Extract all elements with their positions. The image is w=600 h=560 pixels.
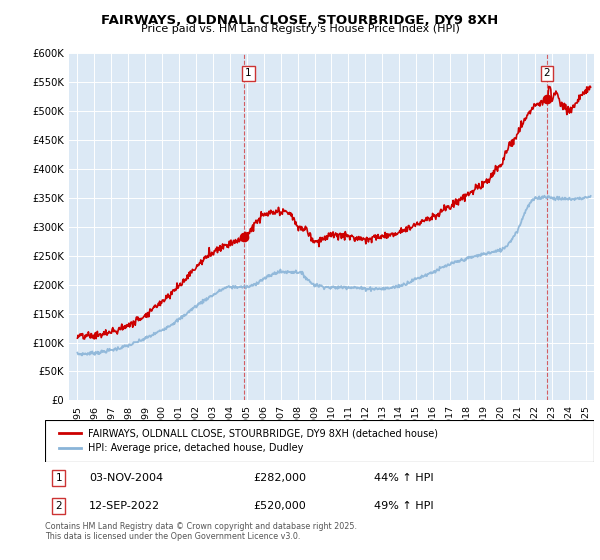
- Text: 03-NOV-2004: 03-NOV-2004: [89, 473, 163, 483]
- Text: 2: 2: [544, 68, 550, 78]
- Text: Price paid vs. HM Land Registry's House Price Index (HPI): Price paid vs. HM Land Registry's House …: [140, 24, 460, 34]
- Text: 1: 1: [245, 68, 252, 78]
- Text: FAIRWAYS, OLDNALL CLOSE, STOURBRIDGE, DY9 8XH: FAIRWAYS, OLDNALL CLOSE, STOURBRIDGE, DY…: [101, 14, 499, 27]
- Text: £282,000: £282,000: [254, 473, 307, 483]
- Text: 49% ↑ HPI: 49% ↑ HPI: [374, 501, 434, 511]
- Text: £520,000: £520,000: [254, 501, 307, 511]
- Text: Contains HM Land Registry data © Crown copyright and database right 2025.
This d: Contains HM Land Registry data © Crown c…: [45, 522, 357, 542]
- Text: 2: 2: [55, 501, 62, 511]
- Text: 1: 1: [55, 473, 62, 483]
- Text: 44% ↑ HPI: 44% ↑ HPI: [374, 473, 434, 483]
- Text: 12-SEP-2022: 12-SEP-2022: [89, 501, 160, 511]
- Legend: FAIRWAYS, OLDNALL CLOSE, STOURBRIDGE, DY9 8XH (detached house), HPI: Average pri: FAIRWAYS, OLDNALL CLOSE, STOURBRIDGE, DY…: [55, 425, 442, 457]
